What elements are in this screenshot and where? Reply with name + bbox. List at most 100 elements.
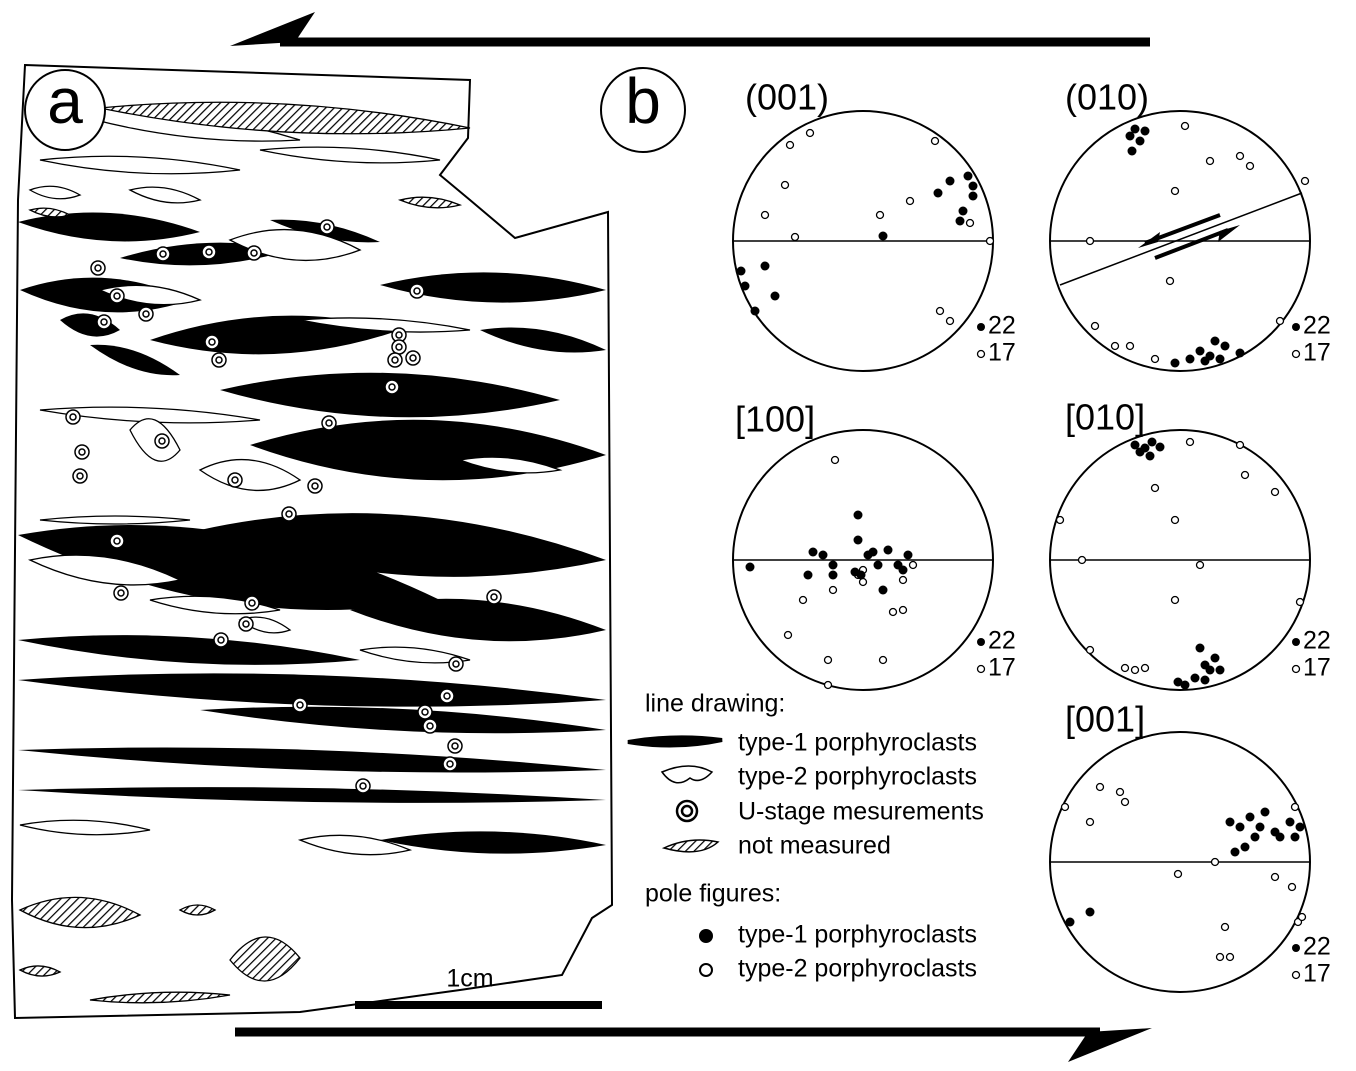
legend-title: line drawing:: [645, 690, 785, 718]
count-icon: [978, 666, 985, 673]
legend-title: pole figures:: [645, 880, 781, 908]
u-stage-mark: [216, 357, 222, 363]
type2-pole: [1237, 153, 1244, 160]
count-icon: [1292, 944, 1300, 952]
u-stage-mark: [392, 357, 398, 363]
type2-pole: [1302, 178, 1309, 185]
legend-item: type-2 porphyroclasts: [738, 763, 977, 791]
legend-icon: [662, 766, 712, 783]
type2-pole: [1087, 819, 1094, 826]
type1-pole: [956, 217, 965, 226]
type2-pole: [1242, 472, 1249, 479]
count-icon: [978, 351, 985, 358]
type2-pole: [792, 234, 799, 241]
count-type1: 22: [1303, 933, 1331, 961]
pole-figure-title: [001]: [1065, 699, 1145, 740]
type2-pole: [890, 609, 897, 616]
type2-pole: [832, 457, 839, 464]
count-type1: 22: [988, 627, 1016, 655]
type1-pole: [946, 177, 955, 186]
panel-label: b: [625, 65, 661, 137]
type2-pole: [1182, 123, 1189, 130]
type1-pole: [1296, 823, 1305, 832]
count-icon: [1293, 351, 1300, 358]
count-icon: [977, 323, 985, 331]
type1-pole: [1146, 452, 1155, 461]
type2-pole: [1142, 665, 1149, 672]
type1-pole: [1196, 347, 1205, 356]
u-stage-mark: [297, 702, 303, 708]
panel-label: a: [47, 65, 83, 137]
u-stage-mark: [218, 637, 224, 643]
type1-pole: [1276, 833, 1285, 842]
type2-pole: [1217, 954, 1224, 961]
type1-pole: [1256, 823, 1265, 832]
legend-icon: [664, 840, 718, 852]
type2-pole: [880, 657, 887, 664]
u-stage-mark: [422, 709, 428, 715]
type1-pole: [879, 232, 888, 241]
type1-pole: [1221, 342, 1230, 351]
type2-pole: [1297, 599, 1304, 606]
type2-pole: [1207, 158, 1214, 165]
count-type2: 17: [988, 339, 1016, 367]
type1-pole: [819, 551, 828, 560]
type2-pole: [1062, 804, 1069, 811]
type1-pole: [1201, 676, 1210, 685]
type1-pole: [761, 262, 770, 271]
type1-pole: [1236, 823, 1245, 832]
type2-pole: [830, 587, 837, 594]
count-icon: [1292, 323, 1300, 331]
type1-pole: [809, 548, 818, 557]
type2-pole: [1122, 665, 1129, 672]
type2-pole: [1087, 647, 1094, 654]
u-stage-mark: [209, 339, 215, 345]
pole-figure-title: [100]: [735, 399, 815, 440]
type1-pole: [851, 568, 860, 577]
u-stage-mark: [453, 661, 459, 667]
type1-pole: [829, 561, 838, 570]
type1-pole: [1216, 666, 1225, 675]
type2-pole: [932, 138, 939, 145]
type2-pole: [900, 607, 907, 614]
type2-pole: [1172, 188, 1179, 195]
page: {"panel_a": {"label": "a", "scale_bar": …: [0, 0, 1356, 1071]
type2-pole: [910, 562, 917, 569]
type2-pole: [1057, 517, 1064, 524]
type1-pole: [1128, 147, 1137, 156]
type1-pole: [1226, 818, 1235, 827]
count-type2: 17: [1303, 654, 1331, 682]
u-stage-mark: [101, 319, 107, 325]
type2-pole: [1289, 884, 1296, 891]
count-type1: 22: [1303, 312, 1331, 340]
u-stage-mark: [118, 590, 124, 596]
type1-pole: [1286, 818, 1295, 827]
type2-pole: [1127, 343, 1134, 350]
type1-pole: [1136, 137, 1145, 146]
type2-pole: [1092, 323, 1099, 330]
u-stage-mark: [160, 251, 166, 257]
count-type2: 17: [988, 654, 1016, 682]
type2-pole: [937, 308, 944, 315]
pole-figure-title: (010): [1065, 77, 1149, 118]
u-stage-mark: [243, 621, 249, 627]
type2-pole: [877, 212, 884, 219]
type2-pole: [762, 212, 769, 219]
type2-pole: [1187, 439, 1194, 446]
type1-pole: [1231, 848, 1240, 857]
type2-pole: [1212, 859, 1219, 866]
u-stage-mark: [389, 384, 395, 390]
legend-item: type-1 porphyroclasts: [738, 921, 977, 949]
count-type2: 17: [1303, 960, 1331, 988]
u-stage-mark: [249, 600, 255, 606]
count-type2: 17: [1303, 339, 1331, 367]
type2-pole: [1277, 318, 1284, 325]
type2-pole: [1122, 799, 1129, 806]
type1-pole: [899, 566, 908, 575]
u-stage-mark: [232, 477, 238, 483]
type1-pole: [1241, 843, 1250, 852]
type2-pole: [1097, 784, 1104, 791]
count-icon: [1293, 972, 1300, 979]
u-stage-mark: [70, 414, 76, 420]
type2-pole: [1175, 871, 1182, 878]
